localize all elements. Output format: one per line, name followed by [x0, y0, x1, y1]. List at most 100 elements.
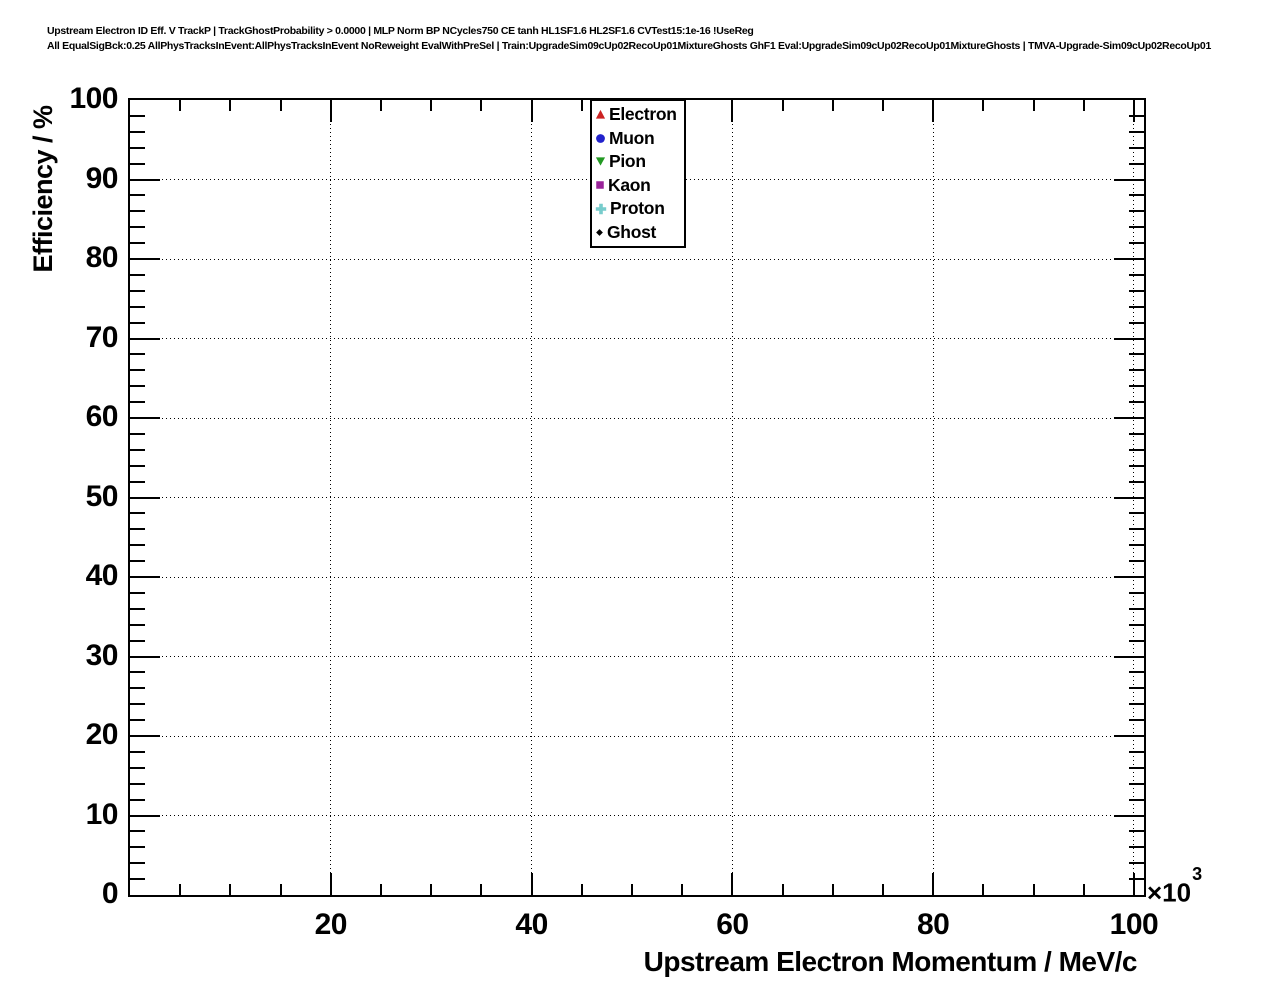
y-tick	[1129, 639, 1144, 642]
gridline-horizontal	[130, 656, 1144, 657]
legend-box: Electron Muon Pion Kaon Proton Ghost	[590, 99, 686, 248]
y-tick	[1129, 766, 1144, 769]
x-tick	[932, 100, 935, 122]
y-tick	[1129, 305, 1144, 308]
gridline-horizontal	[130, 497, 1144, 498]
y-tick	[130, 576, 160, 578]
y-tick	[130, 862, 145, 865]
y-tick	[1129, 146, 1144, 149]
y-tick	[130, 401, 145, 404]
x-tick	[731, 100, 734, 122]
gridline-horizontal	[130, 735, 1144, 737]
y-tick-label: 90	[85, 161, 119, 195]
y-tick	[130, 639, 145, 642]
y-tick	[130, 496, 160, 499]
y-tick	[130, 194, 145, 197]
y-tick	[1129, 273, 1144, 276]
y-tick	[1114, 178, 1144, 181]
x-tick	[1032, 884, 1035, 895]
y-tick	[130, 146, 145, 149]
legend-label-kaon: Kaon	[608, 174, 651, 195]
x-tick	[982, 884, 985, 895]
y-tick	[1129, 194, 1144, 197]
y-tick-label: 70	[85, 320, 119, 354]
y-tick	[1129, 321, 1144, 324]
x-multiplier-base: ×10	[1147, 877, 1192, 908]
kaon-marker-icon	[596, 181, 604, 189]
y-tick	[130, 766, 145, 769]
x-tick	[831, 100, 834, 111]
y-tick	[130, 655, 160, 658]
y-tick	[1129, 289, 1144, 292]
x-tick	[329, 100, 332, 122]
pion-marker-icon	[595, 157, 606, 166]
y-tick	[130, 417, 160, 419]
y-tick-label: 80	[85, 241, 119, 274]
y-tick	[1129, 480, 1144, 483]
x-tick-label: 80	[916, 908, 950, 941]
y-tick	[1129, 528, 1144, 531]
y-tick	[1114, 337, 1144, 340]
y-tick-label: 40	[85, 559, 119, 592]
x-tick	[1082, 884, 1085, 895]
y-tick	[130, 560, 145, 563]
plot-title-line1: Upstream Electron ID Eff. V TrackP | Tra…	[47, 25, 754, 37]
y-tick	[130, 178, 160, 181]
y-tick	[130, 210, 145, 213]
y-tick	[130, 735, 160, 737]
y-tick	[130, 353, 145, 356]
y-tick	[130, 273, 145, 276]
x-tick	[731, 873, 734, 895]
y-tick	[130, 385, 145, 388]
y-tick	[1129, 623, 1144, 626]
y-tick	[130, 448, 145, 451]
y-tick	[1129, 703, 1144, 706]
x-tick	[781, 100, 784, 111]
y-tick	[130, 258, 160, 260]
x-tick	[530, 100, 533, 122]
y-tick	[130, 528, 145, 531]
legend-row-kaon: Kaon	[595, 174, 684, 195]
y-tick	[130, 782, 145, 785]
y-tick	[1114, 814, 1144, 817]
x-tick	[982, 100, 985, 111]
x-tick	[630, 884, 633, 895]
y-tick	[1129, 591, 1144, 594]
y-tick	[130, 432, 145, 435]
y-tick	[1114, 735, 1144, 737]
x-tick	[480, 100, 483, 111]
y-tick	[1129, 448, 1144, 451]
legend-label-proton: Proton	[610, 198, 665, 218]
y-tick	[1129, 464, 1144, 467]
y-tick	[130, 830, 145, 833]
y-tick	[130, 719, 145, 722]
x-tick	[580, 884, 583, 895]
electron-marker-icon	[595, 110, 606, 119]
x-tick	[932, 873, 935, 895]
legend-row-pion: Pion	[595, 152, 684, 171]
y-tick	[1129, 830, 1144, 833]
y-tick	[1129, 544, 1144, 547]
y-tick	[130, 226, 145, 229]
x-tick	[580, 100, 583, 111]
y-tick	[130, 814, 160, 817]
y-tick-label: 0	[101, 877, 119, 910]
x-axis-multiplier: ×103	[1147, 864, 1202, 909]
x-tick	[1132, 100, 1135, 122]
x-tick	[1132, 873, 1135, 895]
x-tick	[530, 873, 533, 895]
y-tick	[1129, 385, 1144, 388]
y-tick	[130, 305, 145, 308]
y-tick	[1129, 242, 1144, 245]
y-tick	[130, 878, 145, 881]
y-tick	[1129, 210, 1144, 213]
y-tick	[1129, 719, 1144, 722]
y-tick	[1129, 798, 1144, 801]
x-tick	[279, 884, 282, 895]
legend-row-electron: Electron	[595, 105, 684, 124]
y-tick	[130, 750, 145, 753]
y-tick	[1129, 162, 1144, 165]
y-tick	[130, 703, 145, 706]
y-tick	[1129, 782, 1144, 785]
y-tick	[1114, 496, 1144, 499]
